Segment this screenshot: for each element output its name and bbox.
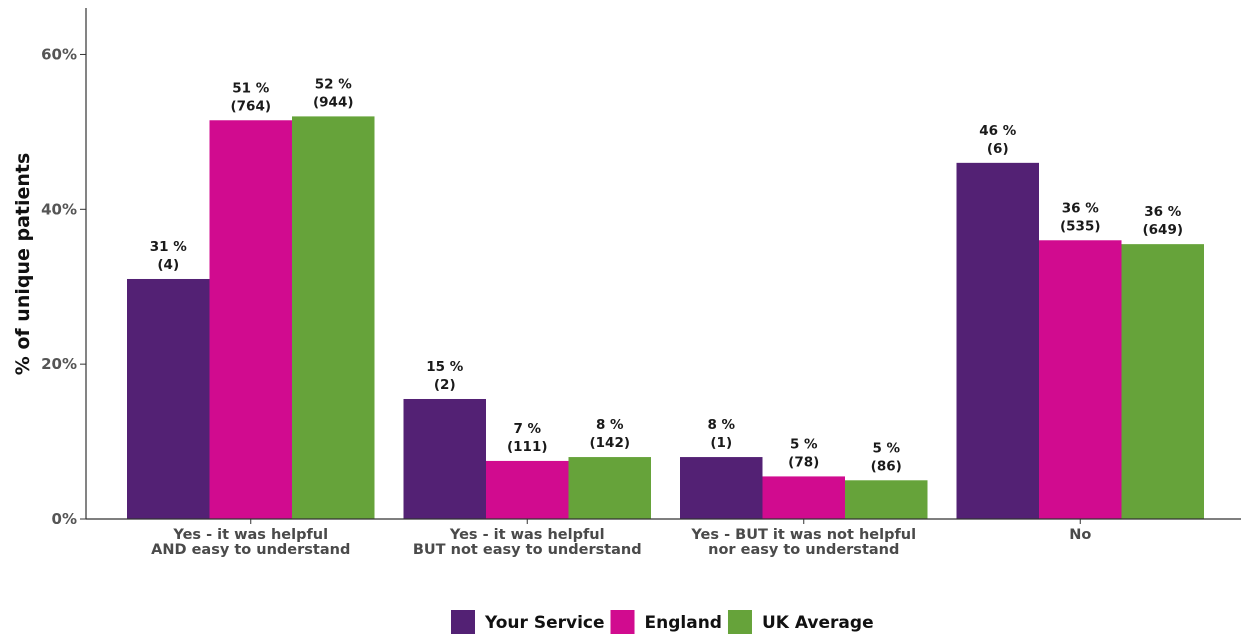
- category-label: nor easy to understand: [708, 542, 899, 558]
- data-labels: 31 % (4) 15 % (2) 8 % (1) 46 % (6) 51 % (764) 7 % (…: [150, 76, 1183, 474]
- bar-your-service: [956, 162, 1039, 519]
- y-axis-ticks: 0% 20% 40% 60%: [41, 45, 86, 528]
- bar-uk-average: [292, 116, 375, 520]
- data-label-count: (944): [313, 94, 354, 110]
- data-label-count: (86): [871, 458, 902, 474]
- data-label-count: (2): [434, 377, 456, 393]
- legend-swatch: [451, 610, 475, 634]
- bar-england: [209, 120, 292, 520]
- data-label-percent: 5 %: [872, 440, 900, 456]
- legend-swatch: [727, 610, 752, 634]
- data-label-percent: 31 %: [150, 239, 187, 255]
- bars: [127, 116, 1204, 520]
- data-label-count: (78): [788, 454, 819, 470]
- category-label: BUT not easy to understand: [413, 542, 642, 558]
- bar-your-service: [127, 278, 210, 519]
- bar-uk-average: [568, 457, 651, 519]
- bar-england: [762, 476, 845, 519]
- data-label-count: (1): [710, 435, 732, 451]
- data-label-count: (764): [230, 98, 271, 114]
- data-label-count: (6): [987, 141, 1009, 157]
- category-label: AND easy to understand: [151, 542, 350, 558]
- data-label-percent: 46 %: [979, 123, 1016, 139]
- legend-label: England: [645, 613, 722, 633]
- legend-label: UK Average: [762, 613, 874, 633]
- data-label-count: (535): [1060, 218, 1101, 234]
- y-axis-title-group: % of unique patients: [12, 153, 34, 376]
- bar-england: [1039, 240, 1122, 520]
- bar-england: [486, 460, 569, 519]
- bar-uk-average: [1121, 244, 1204, 520]
- data-label-count: (649): [1142, 222, 1183, 238]
- category-label: Yes - it was helpful: [172, 527, 328, 543]
- category-label: Yes - BUT it was not helpful: [690, 527, 916, 543]
- data-label-count: (111): [507, 439, 548, 455]
- data-label-percent: 52 %: [315, 76, 352, 92]
- data-label-percent: 8 %: [596, 417, 624, 433]
- data-label-percent: 51 %: [232, 80, 269, 96]
- y-tick-label: 40%: [41, 200, 77, 218]
- bar-uk-average: [845, 480, 928, 519]
- y-tick-label: 60%: [41, 45, 77, 63]
- legend-swatch: [610, 610, 635, 634]
- data-label-percent: 36 %: [1062, 200, 1099, 216]
- y-tick-label: 0%: [52, 510, 77, 528]
- data-label-percent: 36 %: [1144, 204, 1181, 220]
- data-label-percent: 15 %: [426, 359, 463, 375]
- data-label-count: (142): [589, 435, 630, 451]
- data-label-percent: 5 %: [790, 436, 818, 452]
- legend-label: Your Service: [484, 613, 605, 633]
- axes: [85, 8, 1241, 520]
- category-label: Yes - it was helpful: [449, 527, 605, 543]
- bar-your-service: [680, 457, 763, 519]
- y-tick-label: 20%: [41, 355, 77, 373]
- data-label-percent: 8 %: [707, 417, 735, 433]
- data-label-count: (4): [157, 257, 179, 273]
- category-label: No: [1069, 527, 1091, 543]
- data-label-percent: 7 %: [513, 421, 541, 437]
- bar-your-service: [403, 398, 486, 519]
- legend: Your Service England UK Average: [451, 610, 874, 634]
- y-axis-title: % of unique patients: [12, 153, 34, 376]
